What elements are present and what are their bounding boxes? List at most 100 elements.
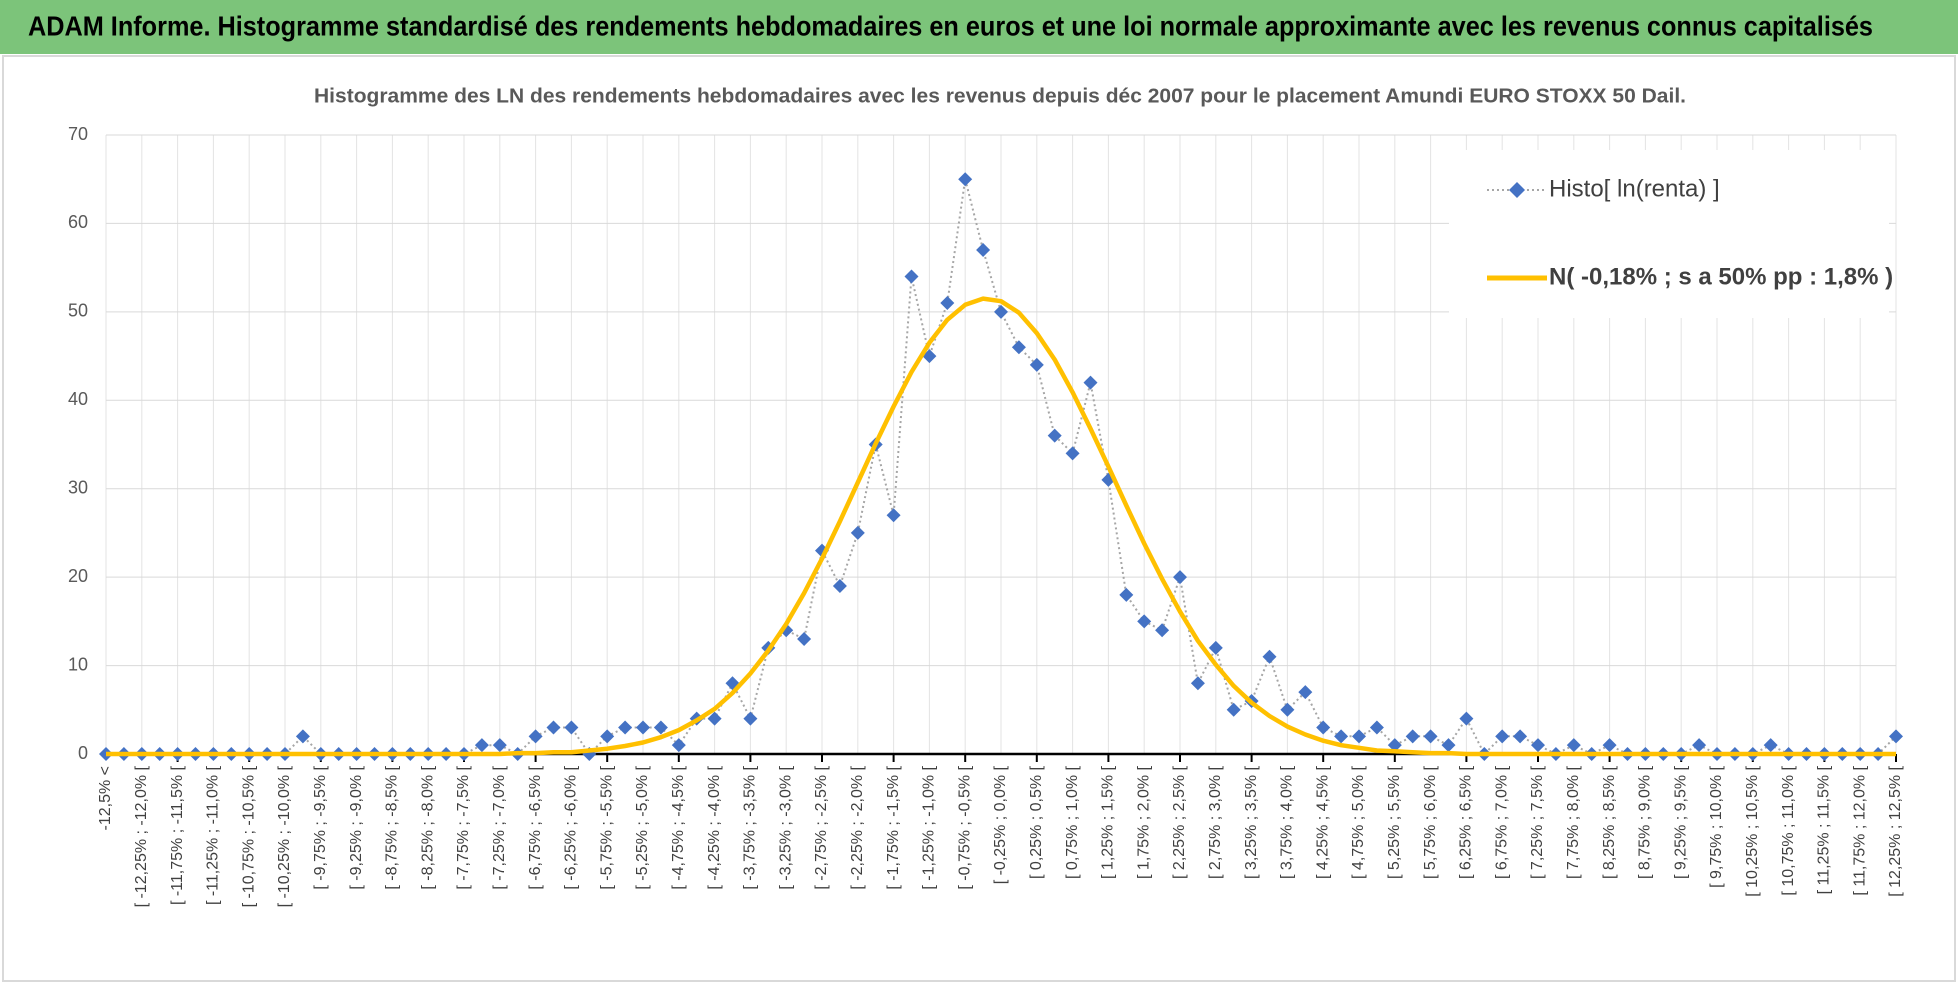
x-tick-label: [ 0,75% ; 1,0% [ bbox=[1064, 765, 1081, 879]
x-tick-label: [ 8,75% ; 9,0% [ bbox=[1637, 765, 1654, 879]
x-tick-label: [ 2,25% ; 2,5% [ bbox=[1171, 765, 1188, 879]
x-tick-label: [ 0,25% ; 0,5% [ bbox=[1028, 765, 1045, 879]
x-tick-label: [ -11,75% ; -11,5% [ bbox=[169, 765, 186, 905]
point bbox=[1208, 640, 1223, 655]
y-tick-label: 20 bbox=[68, 566, 88, 586]
x-tick-label: [ 6,75% ; 7,0% [ bbox=[1493, 765, 1510, 879]
point bbox=[832, 578, 847, 593]
point bbox=[546, 720, 561, 735]
point bbox=[564, 720, 579, 735]
point bbox=[653, 720, 668, 735]
point bbox=[850, 525, 865, 540]
point bbox=[886, 508, 901, 523]
point bbox=[1119, 587, 1134, 602]
point bbox=[1423, 729, 1438, 744]
x-tick-label: [ 7,75% ; 8,0% [ bbox=[1565, 765, 1582, 879]
point bbox=[1513, 729, 1528, 744]
x-tick-label: [ -8,75% ; -8,5% [ bbox=[384, 765, 401, 889]
point bbox=[1441, 738, 1456, 753]
x-tick-label: [ -3,25% ; -3,0% [ bbox=[777, 765, 794, 889]
x-tick-label: [ -11,25% ; -11,0% [ bbox=[205, 765, 222, 905]
point bbox=[1262, 649, 1277, 664]
point bbox=[994, 304, 1008, 319]
y-tick-label: 40 bbox=[68, 389, 88, 409]
point bbox=[940, 296, 955, 311]
x-tick-label: [ -5,25% ; -5,0% [ bbox=[634, 765, 651, 889]
point bbox=[1173, 570, 1187, 585]
point bbox=[295, 729, 310, 744]
point bbox=[1137, 614, 1152, 629]
point bbox=[1495, 729, 1510, 744]
x-tick-label: [ -10,25% ; -10,0% [ bbox=[276, 765, 293, 907]
point bbox=[1190, 676, 1205, 691]
y-tick-label: 0 bbox=[78, 743, 88, 763]
x-tick-label: [ -0,75% ; -0,5% [ bbox=[956, 765, 973, 889]
x-tick-label: [ -0,25% ; 0,0% [ bbox=[992, 765, 1009, 884]
x-tick-label: [ 11,25% ; 11,5% [ bbox=[1816, 765, 1833, 894]
point bbox=[1369, 720, 1384, 735]
point bbox=[1566, 738, 1581, 753]
x-tick-label: [ -6,75% ; -6,5% [ bbox=[527, 765, 544, 889]
x-tick-label: [ 11,75% ; 12,0% [ bbox=[1851, 765, 1868, 895]
x-tick-label: [ 7,25% ; 7,5% [ bbox=[1529, 765, 1546, 879]
x-tick-label: [ -10,75% ; -10,5% [ bbox=[240, 765, 257, 907]
point bbox=[1531, 738, 1545, 753]
x-tick-label: [ -7,25% ; -7,0% [ bbox=[491, 765, 508, 889]
header-title: ADAM Informe. Histogramme standardisé de… bbox=[28, 10, 1873, 41]
point bbox=[1298, 685, 1313, 700]
x-tick-label: [ 1,25% ; 1,5% [ bbox=[1100, 765, 1117, 879]
y-tick-label: 70 bbox=[68, 124, 88, 144]
point bbox=[1316, 720, 1331, 735]
point bbox=[1280, 702, 1295, 717]
x-tick-label: [ -2,25% ; -2,0% [ bbox=[849, 765, 866, 889]
legend-swatch bbox=[1509, 182, 1525, 198]
y-tick-label: 50 bbox=[68, 301, 88, 321]
point bbox=[1047, 428, 1062, 443]
point bbox=[1763, 738, 1778, 753]
point bbox=[707, 711, 722, 726]
point bbox=[1065, 446, 1080, 461]
x-tick-label: [ -3,75% ; -3,5% [ bbox=[742, 765, 759, 889]
header-bar bbox=[0, 0, 1958, 54]
legend-box bbox=[1449, 150, 1889, 318]
x-tick-label: [ 3,75% ; 4,0% [ bbox=[1279, 765, 1296, 879]
point bbox=[1155, 623, 1170, 638]
x-tick-label: [ -7,75% ; -7,5% [ bbox=[455, 765, 472, 889]
x-tick-label: [ -8,25% ; -8,0% [ bbox=[419, 765, 436, 889]
y-tick-label: 10 bbox=[68, 654, 88, 674]
point bbox=[528, 729, 543, 744]
x-tick-label: [ 9,75% ; 10,0% [ bbox=[1708, 765, 1725, 887]
point bbox=[1889, 729, 1903, 744]
chart-title: Histogramme des LN des rendements hebdom… bbox=[314, 85, 1686, 107]
x-tick-label: [ 2,75% ; 3,0% [ bbox=[1207, 765, 1224, 879]
x-tick-label: [ -1,25% ; -1,0% [ bbox=[921, 765, 938, 889]
point bbox=[474, 738, 489, 753]
legend-label: N( -0,18% ; s a 50% pp : 1,8% ) bbox=[1549, 263, 1893, 290]
x-tick-label: [ 5,75% ; 6,0% [ bbox=[1422, 765, 1439, 879]
point bbox=[904, 269, 919, 284]
point bbox=[743, 711, 758, 726]
point bbox=[1334, 729, 1349, 744]
x-tick-label: [ 5,25% ; 5,5% [ bbox=[1386, 765, 1403, 879]
series-line bbox=[106, 296, 1896, 757]
point bbox=[492, 738, 507, 753]
point bbox=[1692, 738, 1707, 753]
point bbox=[1226, 702, 1241, 717]
point bbox=[636, 720, 650, 735]
point bbox=[1459, 711, 1474, 726]
x-tick-label: [ -1,75% ; -1,5% [ bbox=[885, 765, 902, 889]
x-tick-label: [ -5,75% ; -5,5% [ bbox=[598, 765, 615, 889]
legend-label: Histo[ ln(renta) ] bbox=[1549, 175, 1720, 202]
point bbox=[958, 172, 973, 187]
point bbox=[600, 729, 615, 744]
point bbox=[1387, 738, 1402, 753]
x-tick-label: [ 4,25% ; 4,5% [ bbox=[1314, 765, 1331, 879]
y-tick-label: 60 bbox=[68, 212, 88, 232]
x-tick-label: [ 1,75% ; 2,0% [ bbox=[1135, 765, 1152, 879]
y-tick-label: 30 bbox=[68, 477, 88, 497]
point bbox=[618, 720, 633, 735]
point bbox=[671, 738, 686, 753]
x-tick-label: [ -6,25% ; -6,0% [ bbox=[563, 765, 580, 889]
